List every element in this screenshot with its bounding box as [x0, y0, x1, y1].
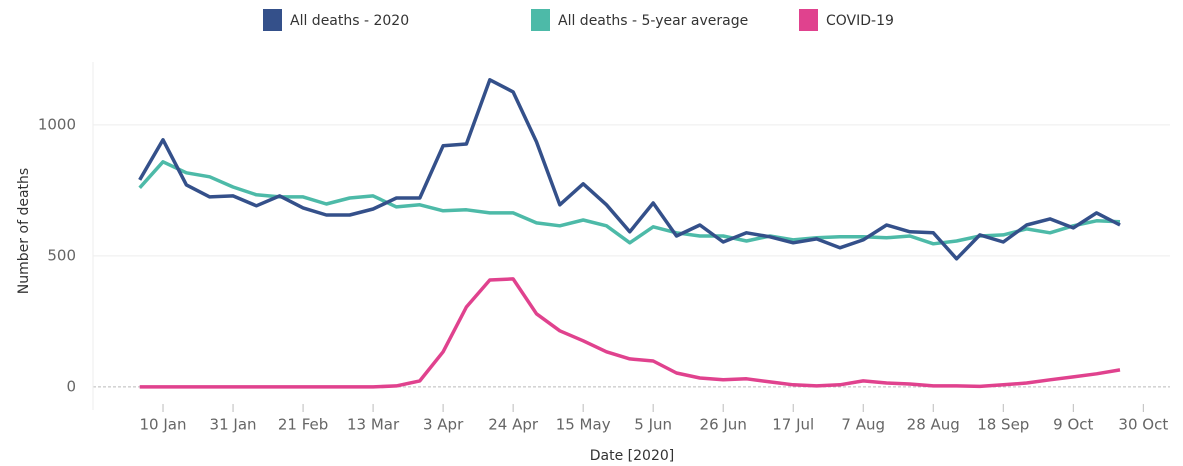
x-tick-label: 10 Jan [140, 416, 187, 434]
x-tick-label: 21 Feb [278, 416, 328, 434]
x-tick-label: 18 Sep [977, 416, 1029, 434]
y-axis-title: Number of deaths [16, 168, 32, 294]
legend-label: All deaths - 5-year average [558, 13, 748, 29]
x-tick-label: 28 Aug [907, 416, 960, 434]
legend-label: COVID-19 [826, 13, 894, 29]
x-tick-label: 9 Oct [1053, 416, 1093, 434]
x-tick-label: 7 Aug [841, 416, 885, 434]
x-tick-label: 31 Jan [210, 416, 257, 434]
series-line [139, 277, 1121, 389]
x-tick-label: 15 May [556, 416, 611, 434]
x-axis-title: Date [2020] [590, 448, 674, 464]
x-tick-label: 24 Apr [488, 416, 539, 434]
x-tick-label: 17 Jul [772, 416, 814, 434]
y-tick-label: 500 [47, 246, 76, 264]
legend-swatch [799, 9, 818, 31]
x-tick-label: 5 Jun [634, 416, 672, 434]
series-line [138, 78, 1121, 261]
x-tick-label: 26 Jun [700, 416, 747, 434]
x-tick-label: 30 Oct [1118, 416, 1168, 434]
legend-label: All deaths - 2020 [290, 13, 409, 29]
y-tick-label: 0 [66, 377, 76, 395]
x-tick-label: 13 Mar [347, 416, 400, 434]
legend-swatch [263, 9, 282, 31]
series-line [138, 160, 1121, 246]
y-tick-label: 1000 [38, 115, 76, 133]
x-tick-label: 3 Apr [423, 416, 464, 434]
legend-swatch [531, 9, 550, 31]
